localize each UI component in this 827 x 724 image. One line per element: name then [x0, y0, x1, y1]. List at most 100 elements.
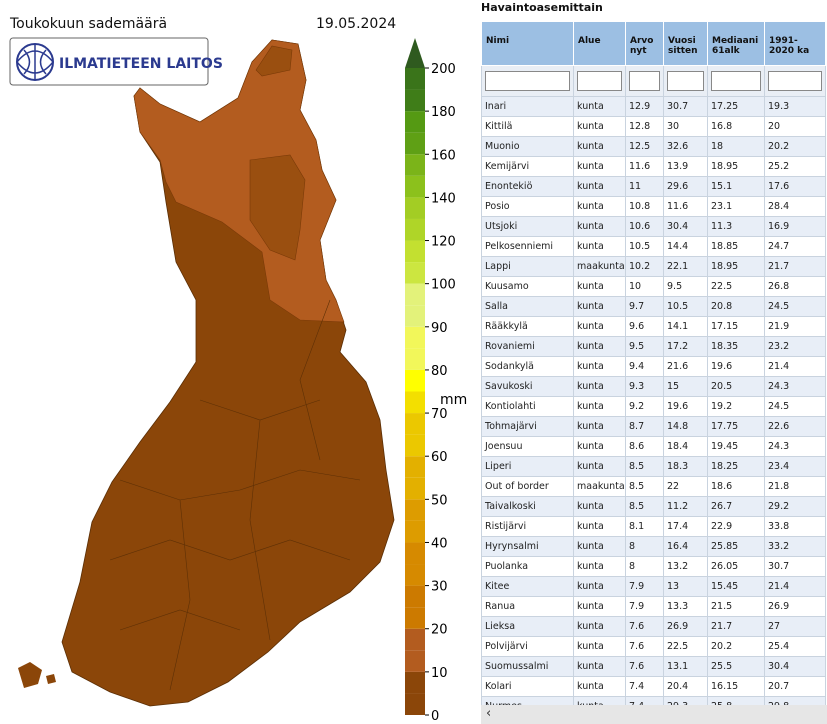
column-header[interactable]: 1991-2020 ka [764, 21, 826, 66]
colorbar-tick-label: 100 [431, 278, 456, 293]
table-row[interactable]: Kitee kunta 7.9 13 15.45 21.4 [481, 576, 826, 597]
table-cell: 20.2 [764, 136, 826, 157]
column-header[interactable]: Nimi [481, 21, 574, 66]
colorbar-segment [405, 477, 425, 500]
table-cell: kunta [573, 136, 626, 157]
map: ILMATIETEEN LAITOS 0 10 20 30 40 50 60 70 80 90 10… [9, 37, 467, 724]
table-row[interactable]: Kemijärvi kunta 11.6 13.9 18.95 25.2 [481, 156, 826, 177]
colorbar-tick-label: 0 [431, 709, 439, 724]
table-row[interactable]: Savukoski kunta 9.3 15 20.5 24.3 [481, 376, 826, 397]
table-cell: 7.9 [625, 576, 664, 597]
filter-input[interactable] [667, 71, 704, 91]
colorbar-segment [405, 154, 425, 176]
table-row[interactable]: Lappi maakunta 10.2 22.1 18.95 21.7 [481, 256, 826, 277]
table-row[interactable]: Ristijärvi kunta 8.1 17.4 22.9 33.8 [481, 516, 826, 537]
table-row[interactable]: Ranua kunta 7.9 13.3 21.5 26.9 [481, 596, 826, 617]
table-cell: 30.7 [663, 96, 708, 117]
table-cell: kunta [573, 316, 626, 337]
table-row[interactable]: Suomussalmi kunta 7.6 13.1 25.5 30.4 [481, 656, 826, 677]
filter-cell [663, 65, 708, 97]
table-cell: 24.5 [764, 296, 826, 317]
logo: ILMATIETEEN LAITOS [9, 37, 223, 86]
table-cell: 17.2 [663, 336, 708, 357]
table-cell: Savukoski [481, 376, 574, 397]
colorbar-segment [405, 348, 425, 370]
filter-input[interactable] [485, 71, 570, 91]
table-row[interactable]: Utsjoki kunta 10.6 30.4 11.3 16.9 [481, 216, 826, 237]
table-cell: kunta [573, 116, 626, 137]
table-row[interactable]: Sodankylä kunta 9.4 21.6 19.6 21.4 [481, 356, 826, 377]
table-cell: kunta [573, 176, 626, 197]
colorbar-tick-label: 70 [431, 407, 448, 422]
table-row[interactable]: Posio kunta 10.8 11.6 23.1 28.4 [481, 196, 826, 217]
table-row[interactable]: Puolanka kunta 8 13.2 26.05 30.7 [481, 556, 826, 577]
colorbar-segment [405, 585, 425, 608]
column-header[interactable]: Arvo nyt [625, 21, 664, 66]
table-cell: kunta [573, 516, 626, 537]
scrollbar[interactable]: ‹ [481, 705, 827, 724]
table-cell: Kemijärvi [481, 156, 574, 177]
table-row[interactable]: Out of border maakunta 8.5 22 18.6 21.8 [481, 476, 826, 497]
table-row[interactable]: Salla kunta 9.7 10.5 20.8 24.5 [481, 296, 826, 317]
column-header[interactable]: Mediaani 61alk [707, 21, 765, 66]
table-cell: 16.8 [707, 116, 765, 137]
table-row[interactable]: Muonio kunta 12.5 32.6 18 20.2 [481, 136, 826, 157]
table-cell: 7.4 [625, 676, 664, 697]
table-cell: 10.5 [625, 236, 664, 257]
table-cell: kunta [573, 216, 626, 237]
table-cell: 13.2 [663, 556, 708, 577]
table-cell: kunta [573, 416, 626, 437]
table-cell: 18 [707, 136, 765, 157]
table-row[interactable]: Joensuu kunta 8.6 18.4 19.45 24.3 [481, 436, 826, 457]
colorbar-tick-label: 90 [431, 321, 448, 336]
table-cell: 9.2 [625, 396, 664, 417]
table-row[interactable]: Hyrynsalmi kunta 8 16.4 25.85 33.2 [481, 536, 826, 557]
filter-input[interactable] [711, 71, 761, 91]
column-header[interactable]: Alue [573, 21, 626, 66]
table-cell: 10.8 [625, 196, 664, 217]
table-row[interactable]: Kolari kunta 7.4 20.4 16.15 20.7 [481, 676, 826, 697]
region-borders [109, 299, 361, 691]
table-cell: kunta [573, 456, 626, 477]
table-cell: 13.9 [663, 156, 708, 177]
table-row[interactable]: Kittilä kunta 12.8 30 16.8 20 [481, 116, 826, 137]
colorbar-segment [405, 391, 425, 414]
table-row[interactable]: Liperi kunta 8.5 18.3 18.25 23.4 [481, 456, 826, 477]
table-row[interactable]: Polvijärvi kunta 7.6 22.5 20.2 25.4 [481, 636, 826, 657]
filter-input[interactable] [629, 71, 660, 91]
table-cell: kunta [573, 636, 626, 657]
column-header[interactable]: Vuosi sitten [663, 21, 708, 66]
table-cell: 30.4 [663, 216, 708, 237]
table-cell: kunta [573, 276, 626, 297]
table-cell: 32.6 [663, 136, 708, 157]
table-cell: Sodankylä [481, 356, 574, 377]
colorbar: 0 10 20 30 40 50 60 70 80 90 100 120 140 160 180 200 mm [405, 38, 467, 724]
table-cell: 19.6 [663, 396, 708, 417]
table-row[interactable]: Rääkkylä kunta 9.6 14.1 17.15 21.9 [481, 316, 826, 337]
colorbar-tick-label: 10 [431, 666, 448, 681]
table-row[interactable]: Taivalkoski kunta 8.5 11.2 26.7 29.2 [481, 496, 826, 517]
table-row[interactable]: Kontiolahti kunta 9.2 19.6 19.2 24.5 [481, 396, 826, 417]
table-row[interactable]: Pelkosenniemi kunta 10.5 14.4 18.85 24.7 [481, 236, 826, 257]
table-cell: 10 [625, 276, 664, 297]
colorbar-segment [405, 650, 425, 672]
table-cell: 29.6 [663, 176, 708, 197]
table-row[interactable]: Rovaniemi kunta 9.5 17.2 18.35 23.2 [481, 336, 826, 357]
scroll-left-arrow[interactable]: ‹ [486, 706, 492, 721]
table-row[interactable]: Inari kunta 12.9 30.7 17.25 19.3 [481, 96, 826, 117]
table-row[interactable]: Kuusamo kunta 10 9.5 22.5 26.8 [481, 276, 826, 297]
colorbar-segment [405, 218, 425, 241]
table-body: Inari kunta 12.9 30.7 17.25 19.3 Kittilä kunta 1… [481, 65, 826, 724]
table-row[interactable]: Lieksa kunta 7.6 26.9 21.7 27 [481, 616, 826, 637]
table-cell: 21.5 [707, 596, 765, 617]
table-cell: 27 [764, 616, 826, 637]
table-row[interactable]: Tohmajärvi kunta 8.7 14.8 17.75 22.6 [481, 416, 826, 437]
colorbar-over-arrow [405, 38, 425, 68]
filter-input[interactable] [768, 71, 822, 91]
table-cell: 17.75 [707, 416, 765, 437]
table-cell: 10.6 [625, 216, 664, 237]
filter-input[interactable] [577, 71, 622, 91]
table-cell: 8.7 [625, 416, 664, 437]
table-row[interactable]: Enontekiö kunta 11 29.6 15.1 17.6 [481, 176, 826, 197]
table-cell: Utsjoki [481, 216, 574, 237]
